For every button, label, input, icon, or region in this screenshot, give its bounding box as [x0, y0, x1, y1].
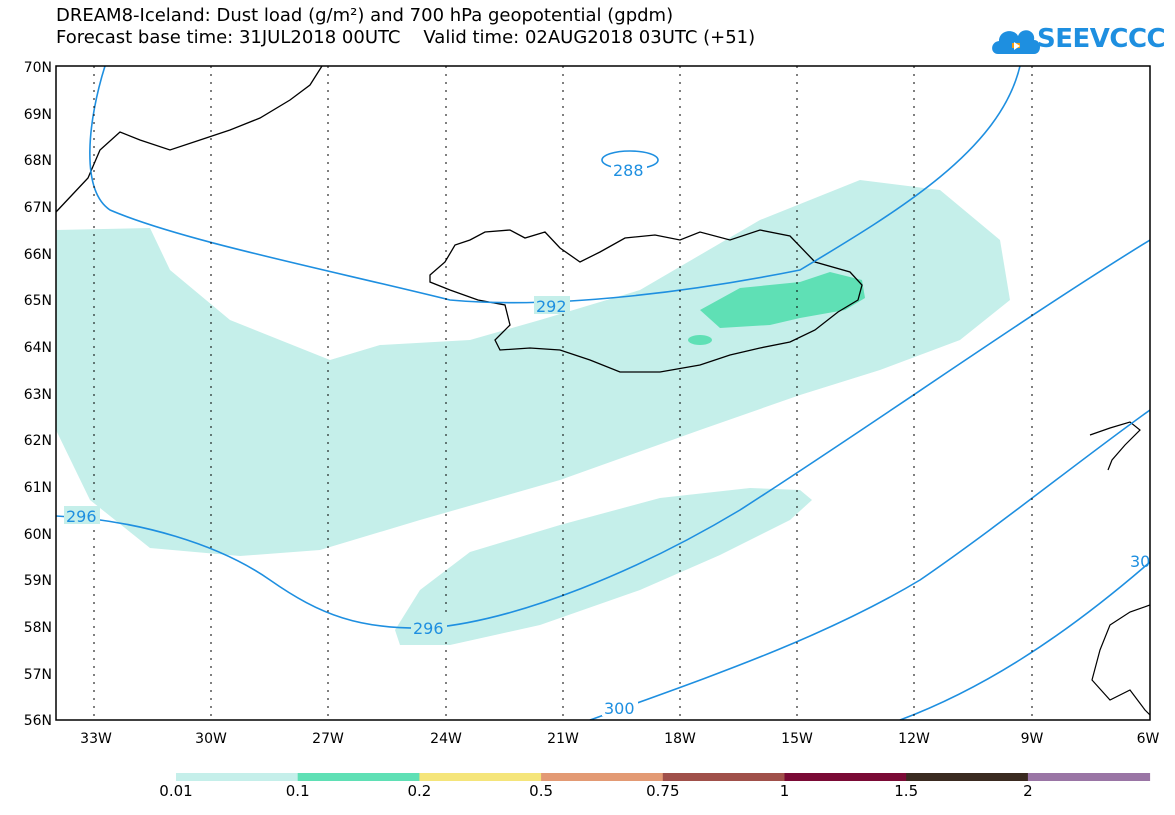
lat-label: 62N — [24, 433, 52, 449]
contour-292 — [89, 66, 1021, 304]
colorbar-segment — [906, 773, 1029, 781]
colorbar-label: 1 — [779, 782, 790, 800]
contour-300 — [589, 409, 1150, 720]
contour-304 — [899, 561, 1150, 720]
contour-label-30: 30 — [1130, 552, 1150, 571]
colorbar-label: 0.2 — [407, 782, 432, 800]
colorbar — [176, 773, 1151, 781]
contour-labels: 288 292 296 296 300 30 — [64, 160, 1150, 718]
contour-label-296-west: 296 — [66, 507, 97, 526]
grid-lines — [93, 66, 1033, 720]
lat-label: 64N — [24, 340, 52, 356]
lat-label: 65N — [24, 293, 52, 309]
faroe-coastline — [1089, 421, 1141, 471]
colorbar-segment — [541, 773, 664, 781]
geopotential-contours — [56, 66, 1150, 720]
lon-label: 12W — [898, 731, 930, 747]
lat-label: 57N — [24, 667, 52, 683]
lat-label: 61N — [24, 480, 52, 496]
colorbar-label: 1.5 — [894, 782, 919, 800]
lat-label: 58N — [24, 620, 52, 636]
colorbar-segment — [784, 773, 907, 781]
lon-label: 24W — [430, 731, 462, 747]
chart-title-line1: DREAM8-Iceland: Dust load (g/m²) and 700… — [56, 5, 674, 26]
colorbar-segment — [662, 773, 785, 781]
lat-label: 70N — [24, 60, 52, 76]
colorbar-label: 0.01 — [159, 782, 193, 800]
contour-label-292: 292 — [536, 297, 567, 316]
dust-area-low-west — [56, 180, 1010, 556]
contour-label-300: 300 — [604, 699, 635, 718]
lon-label: 27W — [312, 731, 344, 747]
lat-label: 63N — [24, 387, 52, 403]
lat-label: 66N — [24, 247, 52, 263]
colorbar-label: 2 — [1023, 782, 1033, 800]
lat-label: 56N — [24, 713, 52, 729]
dust-area-low-south — [395, 488, 812, 645]
lon-label: 33W — [80, 731, 112, 747]
chart-title-line2: Forecast base time: 31JUL2018 00UTC Vali… — [56, 27, 756, 48]
lon-label: 30W — [195, 731, 227, 747]
colorbar-label: 0.1 — [285, 782, 310, 800]
dust-area-medium-small — [688, 335, 712, 345]
colorbar-label: 0.75 — [646, 782, 680, 800]
logo-text: SEEVCCC — [1037, 24, 1166, 54]
iceland-coastline — [429, 229, 863, 373]
colorbar-segment — [297, 773, 420, 781]
greenland-coastline — [56, 66, 323, 213]
contour-label-296-south: 296 — [413, 619, 444, 638]
colorbar-segment — [1027, 773, 1151, 781]
lon-label: 15W — [781, 731, 813, 747]
colorbar-segment — [419, 773, 542, 781]
map-frame — [55, 65, 1151, 721]
lat-label: 67N — [24, 200, 52, 216]
lat-labels: 70N 69N 68N 67N 66N 65N 64N 63N 62N 61N … — [24, 60, 52, 729]
lon-label: 18W — [664, 731, 696, 747]
scotland-coastline — [1091, 604, 1150, 716]
cloud-icon — [992, 30, 1040, 54]
lon-label: 9W — [1021, 731, 1044, 747]
lat-label: 60N — [24, 527, 52, 543]
colorbar-segment — [176, 773, 299, 781]
lat-label: 59N — [24, 573, 52, 589]
dust-area-medium — [700, 272, 865, 328]
colorbar-label: 0.5 — [529, 782, 554, 800]
lat-label: 68N — [24, 153, 52, 169]
lat-label: 69N — [24, 107, 52, 123]
contour-296 — [56, 239, 1150, 629]
lon-label: 21W — [547, 731, 579, 747]
lon-labels: 33W 30W 27W 24W 21W 18W 15W 12W 9W 6W — [80, 731, 1159, 747]
contour-label-288: 288 — [613, 161, 644, 180]
lon-label: 6W — [1137, 731, 1160, 747]
